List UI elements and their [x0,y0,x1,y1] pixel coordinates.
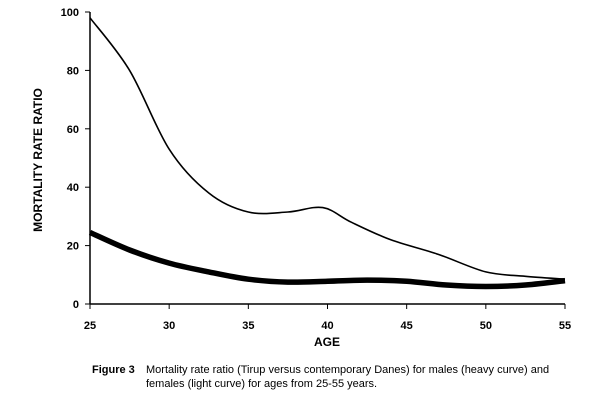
caption-text: Mortality rate ratio (Tirup versus conte… [146,364,550,390]
y-tick-label: 40 [67,182,79,194]
y-tick-label: 60 [67,124,79,136]
x-tick-label: 25 [84,320,96,332]
y-axis-title: MORTALITY RATE RATIO [31,88,45,232]
y-tick-label: 80 [67,65,79,77]
x-axis-title: AGE [314,335,340,349]
curves [88,17,566,290]
y-tick-label: 20 [67,241,79,253]
series-line-thin [89,17,566,280]
caption-label: Figure 3 [92,364,135,376]
x-tick-label: 50 [480,320,492,332]
y-tick-label: 0 [73,299,79,311]
x-tick-label: 30 [163,320,175,332]
x-tick-label: 40 [321,320,333,332]
x-tick-label: 55 [559,320,571,332]
x-axis-ticks: 25 30 35 40 45 50 55 [84,304,571,332]
series-line-heavy [88,229,566,290]
mortality-rate-chart: 25 30 35 40 45 50 55 0 20 40 60 80 100 AGE MORTALIT… [31,7,571,349]
x-tick-label: 35 [242,320,254,332]
y-tick-label: 100 [61,7,79,19]
y-axis-ticks: 0 20 40 60 80 100 [61,7,90,311]
x-tick-label: 45 [401,320,413,332]
